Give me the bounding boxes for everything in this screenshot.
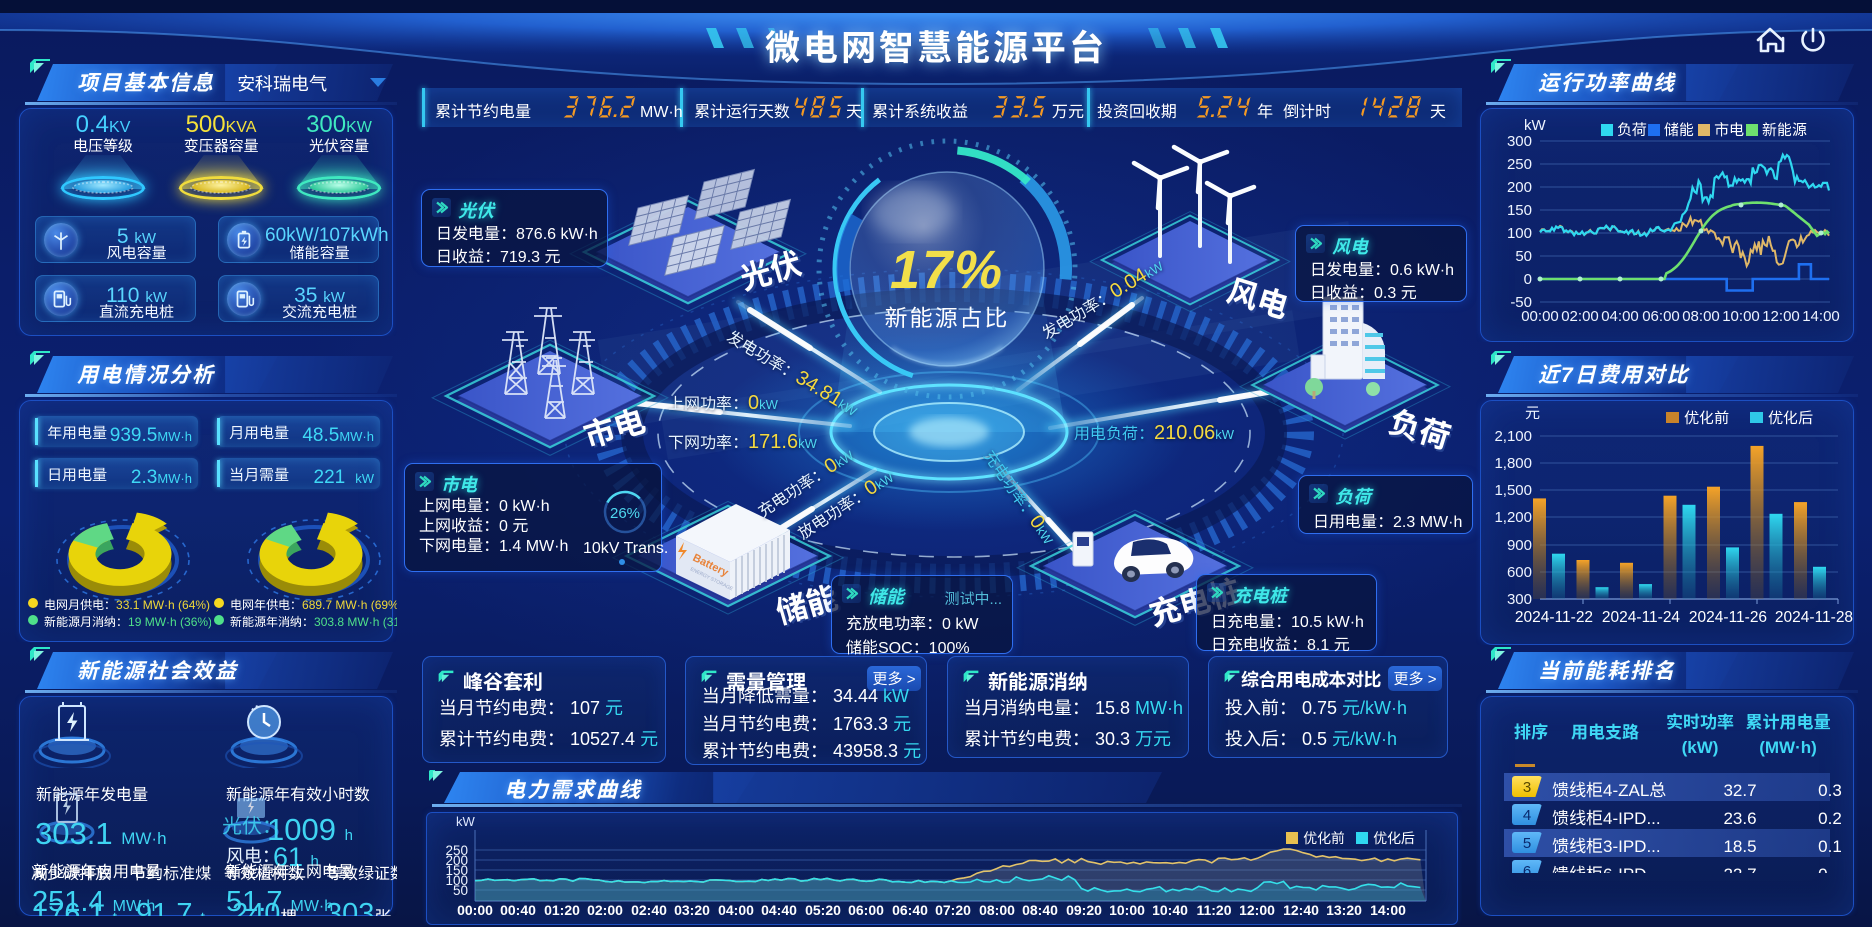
- svg-text:kW: kW: [456, 814, 476, 830]
- svg-text:17%: 17%: [890, 225, 1004, 304]
- svg-text:04:00: 04:00: [718, 900, 754, 920]
- svg-text:12:00: 12:00: [1239, 900, 1275, 920]
- svg-text:-50: -50: [1510, 291, 1532, 312]
- svg-text:10:00: 10:00: [1109, 900, 1145, 920]
- svg-text:新能源占比: 新能源占比: [885, 299, 1010, 333]
- svg-text:150: 150: [445, 859, 468, 879]
- svg-text:14:00: 14:00: [1370, 900, 1406, 920]
- svg-text:0: 0: [1524, 268, 1532, 289]
- svg-text:储能: 储能: [1664, 119, 1694, 140]
- svg-text:13:20: 13:20: [1326, 900, 1362, 920]
- svg-text:新能源: 新能源: [1762, 119, 1807, 140]
- svg-text:1,200: 1,200: [1494, 506, 1532, 527]
- svg-text:900: 900: [1507, 534, 1532, 555]
- svg-text:06:40: 06:40: [892, 900, 928, 920]
- svg-text:200: 200: [1507, 176, 1532, 197]
- svg-text:02:00: 02:00: [587, 900, 623, 920]
- svg-text:03:20: 03:20: [674, 900, 710, 920]
- svg-text:200: 200: [445, 849, 468, 869]
- svg-text:优化后: 优化后: [1768, 407, 1813, 428]
- svg-text:600: 600: [1507, 561, 1532, 582]
- svg-text:02:40: 02:40: [631, 900, 667, 920]
- svg-text:11:20: 11:20: [1196, 900, 1231, 920]
- svg-text:300: 300: [1507, 588, 1532, 609]
- svg-text:元: 元: [1525, 404, 1540, 423]
- svg-text:kW: kW: [1524, 114, 1547, 135]
- svg-text:14:00: 14:00: [1802, 305, 1840, 326]
- svg-text:100: 100: [1507, 222, 1532, 243]
- svg-text:50: 50: [1515, 245, 1532, 266]
- svg-text:06:00: 06:00: [848, 900, 884, 920]
- svg-text:10:00: 10:00: [1722, 305, 1760, 326]
- svg-text:07:20: 07:20: [935, 900, 971, 920]
- svg-text:01:20: 01:20: [544, 900, 580, 920]
- svg-text:300: 300: [1507, 130, 1532, 151]
- svg-text:08:40: 08:40: [1022, 900, 1058, 920]
- svg-text:10:40: 10:40: [1152, 900, 1188, 920]
- svg-text:12:00: 12:00: [1762, 305, 1800, 326]
- svg-text:优化前: 优化前: [1303, 828, 1345, 848]
- svg-text:2024-11-28: 2024-11-28: [1775, 605, 1853, 627]
- svg-text:2024-11-24: 2024-11-24: [1602, 605, 1681, 627]
- svg-text:2024-11-26: 2024-11-26: [1689, 605, 1767, 627]
- svg-text:00:00: 00:00: [457, 900, 493, 920]
- svg-text:负荷: 负荷: [1384, 397, 1456, 458]
- svg-text:05:20: 05:20: [805, 900, 841, 920]
- svg-text:02:00: 02:00: [1561, 305, 1599, 326]
- svg-text:250: 250: [1507, 153, 1532, 174]
- svg-text:06:00: 06:00: [1642, 305, 1680, 326]
- svg-text:150: 150: [1507, 199, 1532, 220]
- svg-text:08:00: 08:00: [1682, 305, 1720, 326]
- svg-text:2024-11-22: 2024-11-22: [1515, 605, 1593, 627]
- svg-text:250: 250: [445, 839, 468, 859]
- svg-text:50: 50: [453, 879, 468, 899]
- svg-text:09:20: 09:20: [1066, 900, 1102, 920]
- svg-text:100: 100: [445, 869, 468, 889]
- svg-text:00:40: 00:40: [500, 900, 536, 920]
- svg-text:1,500: 1,500: [1494, 479, 1532, 500]
- svg-text:1,800: 1,800: [1494, 452, 1532, 473]
- svg-text:2,100: 2,100: [1494, 425, 1532, 446]
- svg-text:04:40: 04:40: [761, 900, 797, 920]
- svg-text:优化前: 优化前: [1684, 407, 1729, 428]
- svg-text:00:00: 00:00: [1521, 305, 1559, 326]
- svg-text:12:40: 12:40: [1283, 900, 1319, 920]
- svg-text:08:00: 08:00: [979, 900, 1015, 920]
- svg-text:04:00: 04:00: [1601, 305, 1639, 326]
- svg-text:市电: 市电: [1714, 119, 1744, 140]
- svg-text:负荷: 负荷: [1617, 119, 1647, 140]
- svg-text:优化后: 优化后: [1373, 828, 1415, 848]
- svg-text:26%: 26%: [610, 502, 640, 523]
